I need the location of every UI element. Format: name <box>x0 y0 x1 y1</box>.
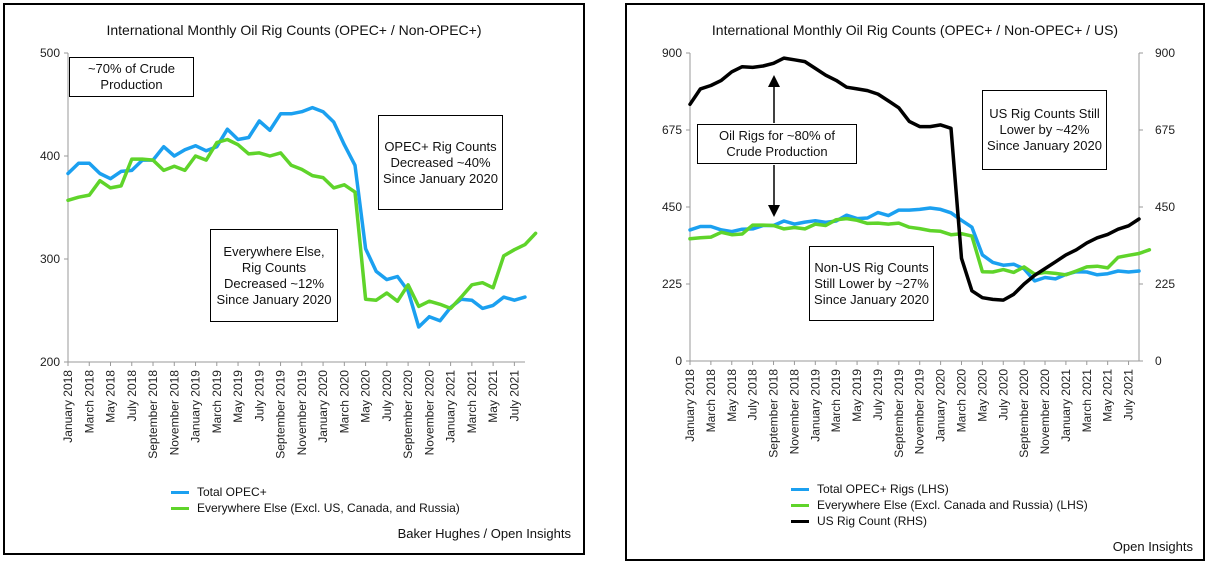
x-tick-label: May 2020 <box>975 369 989 422</box>
x-tick-label: September 2019 <box>892 369 906 458</box>
x-tick-label: September 2020 <box>1017 369 1031 458</box>
annotation-crude-share: ~70% of Crude Production <box>69 57 194 97</box>
x-tick-label: September 2018 <box>146 370 160 459</box>
legend-item: Total OPEC+ <box>171 484 460 500</box>
annotation-us-decrease: US Rig Counts Still Lower by ~42% Since … <box>982 90 1107 170</box>
chart-panel-opec-non-opec-us: International Monthly Oil Rig Counts (OP… <box>625 3 1205 561</box>
chart-panel-opec-non-opec: International Monthly Oil Rig Counts (OP… <box>3 3 585 555</box>
y-tick-label: 225 <box>662 277 682 291</box>
chart-canvas: 0 0 225 225 450 450 675 675 900 900 January 2018 Ma… <box>662 46 1175 458</box>
legend: Total OPEC+ Everywhere Else (Excl. US, C… <box>171 484 460 516</box>
x-tick-label: July 2019 <box>871 369 885 421</box>
y-tick-label: 300 <box>40 252 60 266</box>
x-tick-label: May 2019 <box>850 369 864 422</box>
x-tick-label: January 2019 <box>189 370 203 443</box>
x-tick-label: July 2021 <box>1122 369 1136 421</box>
x-tick-label: July 2018 <box>125 370 139 422</box>
legend-swatch <box>791 503 809 507</box>
x-tick-label: March 2018 <box>704 369 718 433</box>
legend-label: Total OPEC+ <box>197 485 267 499</box>
legend-item: Everywhere Else (Excl. US, Canada, and R… <box>171 500 460 516</box>
legend-label: Everywhere Else (Excl. US, Canada, and R… <box>197 501 460 515</box>
source-label: Baker Hughes / Open Insights <box>397 526 571 541</box>
y-tick-label: 675 <box>662 123 682 137</box>
series-line-1 <box>66 137 538 311</box>
legend-item: Total OPEC+ Rigs (LHS) <box>791 481 1088 497</box>
y-tick-label: 0 <box>675 354 682 368</box>
x-tick-label: September 2020 <box>401 370 415 459</box>
x-tick-label: November 2018 <box>787 369 801 455</box>
annotation-everywhere-else-decrease: Everywhere Else, Rig Counts Decreased ~1… <box>210 229 338 322</box>
series-line-2 <box>688 56 1141 302</box>
x-tick-label: September 2018 <box>767 369 781 458</box>
legend-swatch <box>791 487 809 491</box>
x-tick-label: July 2019 <box>252 370 266 422</box>
x-tick-label: January 2021 <box>444 370 458 443</box>
annotation-non-us-decrease: Non-US Rig Counts Still Lower by ~27% Si… <box>809 246 934 321</box>
x-tick-label: January 2018 <box>61 370 75 443</box>
chart-canvas: 200 300 400 500 January 2018 March 2018 May 20… <box>40 46 538 459</box>
x-tick-label: May 2021 <box>1101 369 1115 422</box>
x-tick-label: November 2019 <box>295 370 309 456</box>
chart-title: International Monthly Oil Rig Counts (OP… <box>106 22 482 38</box>
y2-tick-label: 675 <box>1155 123 1175 137</box>
x-tick-label: July 2020 <box>380 370 394 422</box>
x-tick-label: November 2018 <box>167 370 181 456</box>
y2-tick-label: 225 <box>1155 277 1175 291</box>
x-tick-label: November 2020 <box>422 370 436 456</box>
legend-label: US Rig Count (RHS) <box>817 514 928 528</box>
legend-swatch <box>171 490 189 494</box>
chart-title: International Monthly Oil Rig Counts (OP… <box>711 22 1119 38</box>
series-line-1 <box>688 216 1152 277</box>
x-tick-label: March 2019 <box>829 369 843 433</box>
y-tick-label: 400 <box>40 149 60 163</box>
annotation-crude-share: Oil Rigs for ~80% of Crude Production <box>697 124 857 164</box>
x-tick-label: September 2019 <box>274 370 288 459</box>
y-tick-label: 900 <box>662 46 682 60</box>
x-tick-label: July 2018 <box>746 369 760 421</box>
x-tick-label: March 2020 <box>337 370 351 434</box>
legend-swatch <box>791 519 809 523</box>
source-label: Open Insights <box>1112 539 1193 554</box>
x-tick-label: March 2018 <box>82 370 96 434</box>
x-tick-label: May 2020 <box>359 370 373 423</box>
x-tick-label: March 2019 <box>210 370 224 434</box>
x-tick-label: January 2020 <box>316 370 330 443</box>
legend-label: Everywhere Else (Excl. Canada and Russia… <box>817 498 1088 512</box>
legend: Total OPEC+ Rigs (LHS) Everywhere Else (… <box>791 481 1088 529</box>
x-tick-label: January 2019 <box>808 369 822 442</box>
legend-label: Total OPEC+ Rigs (LHS) <box>817 482 949 496</box>
x-tick-label: July 2020 <box>996 369 1010 421</box>
x-tick-label: March 2021 <box>465 370 479 434</box>
y-tick-label: 450 <box>662 200 682 214</box>
y2-tick-label: 0 <box>1155 354 1162 368</box>
legend-item: Everywhere Else (Excl. Canada and Russia… <box>791 497 1088 513</box>
y2-tick-label: 450 <box>1155 200 1175 214</box>
x-tick-label: May 2021 <box>486 370 500 423</box>
y-tick-label: 500 <box>40 46 60 60</box>
x-tick-label: May 2018 <box>104 370 118 423</box>
x-tick-label: November 2020 <box>1038 369 1052 455</box>
legend-swatch <box>171 506 189 510</box>
x-tick-label: May 2018 <box>725 369 739 422</box>
legend-item: US Rig Count (RHS) <box>791 513 1088 529</box>
annotation-opec-decrease: OPEC+ Rig Counts Decreased ~40% Since Ja… <box>378 115 503 210</box>
x-tick-label: January 2021 <box>1059 369 1073 442</box>
x-tick-label: July 2021 <box>507 370 521 422</box>
x-tick-label: January 2020 <box>934 369 948 442</box>
y2-tick-label: 900 <box>1155 46 1175 60</box>
x-tick-label: March 2021 <box>1080 369 1094 433</box>
x-tick-label: November 2019 <box>913 369 927 455</box>
y-tick-label: 200 <box>40 355 60 369</box>
x-tick-label: January 2018 <box>683 369 697 442</box>
x-tick-label: May 2019 <box>231 370 245 423</box>
x-tick-label: March 2020 <box>954 369 968 433</box>
